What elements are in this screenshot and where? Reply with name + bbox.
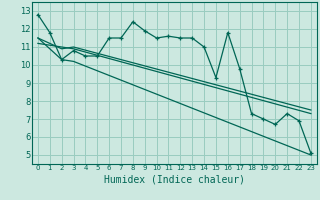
X-axis label: Humidex (Indice chaleur): Humidex (Indice chaleur) <box>104 174 245 184</box>
